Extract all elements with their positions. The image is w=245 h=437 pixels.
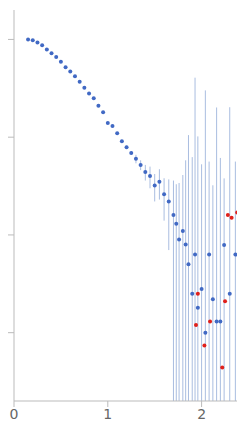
svg-text:0: 0 [10,406,19,422]
svg-text:2: 2 [197,406,206,422]
svg-text:1: 1 [103,406,112,422]
